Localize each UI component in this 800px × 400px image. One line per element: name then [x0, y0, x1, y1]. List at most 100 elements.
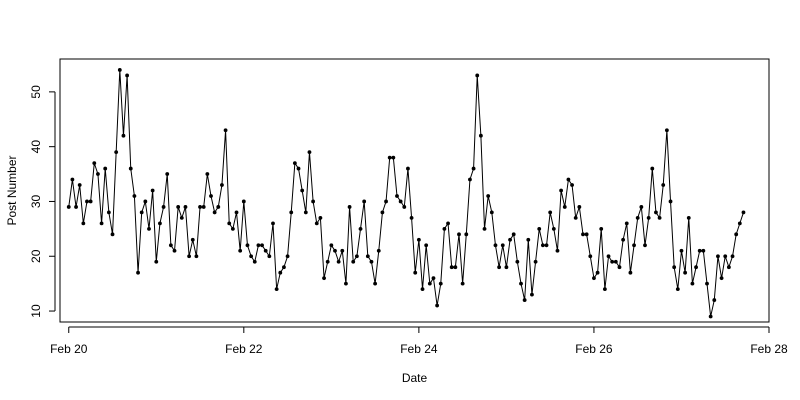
- data-point: [420, 287, 425, 292]
- data-point: [559, 188, 564, 193]
- data-point: [610, 259, 615, 264]
- data-point: [632, 243, 636, 248]
- data-point: [486, 194, 491, 198]
- data-point: [562, 205, 567, 209]
- data-point: [351, 259, 356, 264]
- data-point: [500, 243, 505, 248]
- data-point: [85, 199, 89, 204]
- data-point: [176, 205, 181, 209]
- data-point: [431, 276, 436, 281]
- data-point: [464, 232, 469, 237]
- data-point: [165, 172, 170, 176]
- data-point: [526, 237, 531, 242]
- data-point: [198, 205, 202, 209]
- data-point: [489, 210, 494, 215]
- data-point: [628, 270, 633, 275]
- data-point: [311, 199, 316, 204]
- data-point: [103, 166, 108, 171]
- data-point: [322, 276, 326, 281]
- data-point: [88, 199, 93, 204]
- data-point: [475, 73, 480, 78]
- data-point: [540, 243, 545, 248]
- data-point: [723, 254, 728, 259]
- data-point: [274, 287, 279, 292]
- plot-area-frame: [59, 58, 770, 323]
- data-point: [537, 226, 542, 231]
- data-point: [482, 226, 487, 231]
- data-point: [730, 254, 735, 259]
- data-point: [402, 205, 407, 209]
- data-point: [92, 161, 97, 166]
- data-point: [238, 248, 243, 253]
- y-tick-label: 40: [29, 140, 43, 154]
- data-point: [453, 265, 458, 270]
- data-point: [471, 166, 476, 171]
- series-layer: [66, 68, 746, 319]
- data-point: [154, 259, 159, 264]
- x-tick-label: Feb 22: [225, 342, 263, 356]
- data-point: [278, 270, 283, 275]
- data-point: [136, 270, 140, 275]
- data-point: [179, 216, 184, 220]
- data-point: [223, 128, 228, 133]
- data-point: [220, 183, 224, 187]
- data-point: [741, 210, 746, 215]
- data-point: [548, 210, 553, 215]
- data-point: [74, 205, 78, 209]
- data-point: [406, 166, 410, 171]
- data-point: [234, 210, 239, 215]
- data-point: [643, 243, 647, 248]
- data-point: [121, 133, 126, 138]
- y-tick-label: 10: [29, 304, 43, 318]
- data-point: [285, 254, 290, 259]
- x-axis-title: Date: [402, 371, 428, 385]
- data-point: [336, 259, 341, 264]
- data-point: [646, 216, 651, 220]
- data-point: [650, 166, 655, 171]
- data-point: [358, 226, 363, 231]
- data-point: [380, 210, 385, 215]
- data-point: [117, 68, 122, 72]
- data-point: [267, 254, 272, 259]
- data-point: [344, 281, 348, 286]
- data-point: [624, 221, 629, 226]
- data-point: [354, 254, 359, 259]
- data-point: [606, 254, 611, 259]
- data-point: [125, 73, 130, 78]
- data-point: [530, 292, 534, 297]
- data-point: [362, 199, 367, 204]
- data-point: [424, 243, 429, 248]
- data-point: [190, 237, 195, 242]
- data-point: [139, 210, 144, 215]
- data-point: [570, 183, 574, 187]
- data-point: [661, 183, 666, 187]
- data-point: [307, 150, 312, 155]
- data-point: [672, 265, 677, 270]
- data-point: [296, 166, 301, 171]
- data-point: [333, 248, 337, 253]
- data-point: [256, 243, 261, 248]
- data-point: [712, 298, 717, 302]
- data-point: [99, 221, 104, 226]
- data-point: [566, 177, 571, 182]
- data-point: [158, 221, 162, 226]
- data-point: [460, 281, 465, 286]
- data-point: [395, 194, 399, 198]
- data-point: [384, 199, 388, 204]
- data-point: [654, 210, 658, 215]
- data-point: [245, 243, 250, 248]
- data-point: [216, 205, 221, 209]
- data-point: [147, 226, 151, 231]
- data-point: [161, 205, 166, 209]
- data-point: [584, 232, 589, 237]
- data-point: [187, 254, 192, 259]
- data-point: [737, 221, 742, 226]
- y-axis-title: Post Number: [5, 155, 19, 225]
- data-point: [446, 221, 450, 226]
- data-point: [551, 226, 556, 231]
- data-point: [373, 281, 378, 286]
- data-point: [497, 265, 502, 270]
- data-point: [577, 205, 582, 209]
- data-point: [697, 248, 702, 253]
- data-point: [376, 248, 381, 253]
